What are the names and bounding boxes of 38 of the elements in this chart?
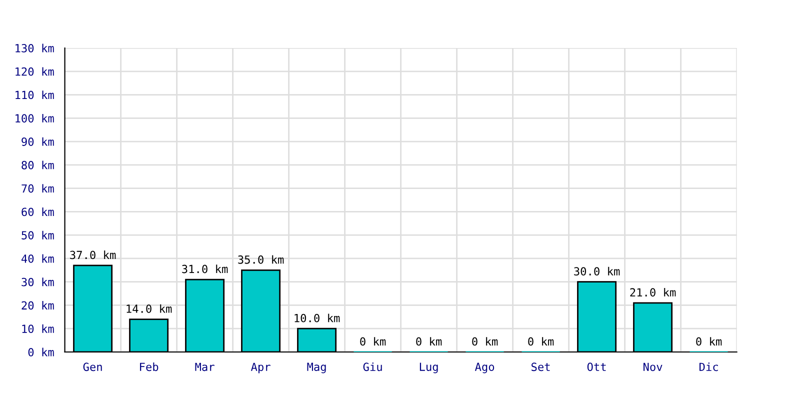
x-tick-label: Nov bbox=[644, 362, 662, 372]
x-tick-label: Ott bbox=[587, 362, 606, 372]
x-tick-label: Mag bbox=[307, 362, 326, 374]
x-tick-label: Apr bbox=[250, 362, 270, 374]
data-label: 10.0 km bbox=[294, 314, 340, 322]
y-tick-label: 50 km bbox=[22, 230, 54, 240]
y-tick-label: 30 km bbox=[22, 278, 54, 286]
x-tick-label: Ago bbox=[474, 362, 494, 374]
y-tick-label: 80 km bbox=[22, 160, 54, 170]
data-label: 37.0 km bbox=[70, 250, 116, 260]
y-tick-label: 90 km bbox=[22, 137, 54, 146]
y-tick-label: 70 km bbox=[22, 184, 54, 193]
x-tick-label: Set bbox=[532, 362, 550, 372]
y-tick-label: 60 km bbox=[22, 208, 54, 216]
data-label: 14.0 km bbox=[126, 304, 172, 313]
data-label: 21.0 km bbox=[630, 288, 676, 297]
data-label: 0 km bbox=[472, 337, 498, 346]
x-tick-label: Giu bbox=[363, 362, 382, 372]
x-tick-label: Lug bbox=[420, 362, 438, 374]
x-tick-label: Mar bbox=[195, 362, 214, 372]
data-label: 0 km bbox=[360, 337, 386, 346]
y-tick-label: 100 km bbox=[16, 114, 54, 123]
data-label: 30.0 km bbox=[574, 266, 620, 276]
x-tick-label: Dic bbox=[700, 362, 718, 372]
y-tick-label: 20 km bbox=[22, 301, 54, 310]
data-label: 31.0 km bbox=[182, 264, 228, 274]
x-tick-label: Gen bbox=[83, 362, 102, 372]
data-label: 0 km bbox=[696, 337, 722, 346]
x-tick-label: Feb bbox=[140, 362, 158, 372]
y-tick-label: 0 km bbox=[28, 348, 54, 356]
y-tick-label: 120 km bbox=[16, 67, 54, 76]
y-tick-label: 130 km bbox=[16, 44, 54, 52]
data-label: 0 km bbox=[416, 337, 442, 346]
data-label: 0 km bbox=[528, 337, 554, 346]
y-tick-label: 40 km bbox=[21, 254, 54, 263]
y-tick-label: 10 km bbox=[22, 324, 54, 334]
y-tick-label: 110 km bbox=[16, 90, 54, 100]
data-label: 35.0 km bbox=[238, 255, 284, 264]
